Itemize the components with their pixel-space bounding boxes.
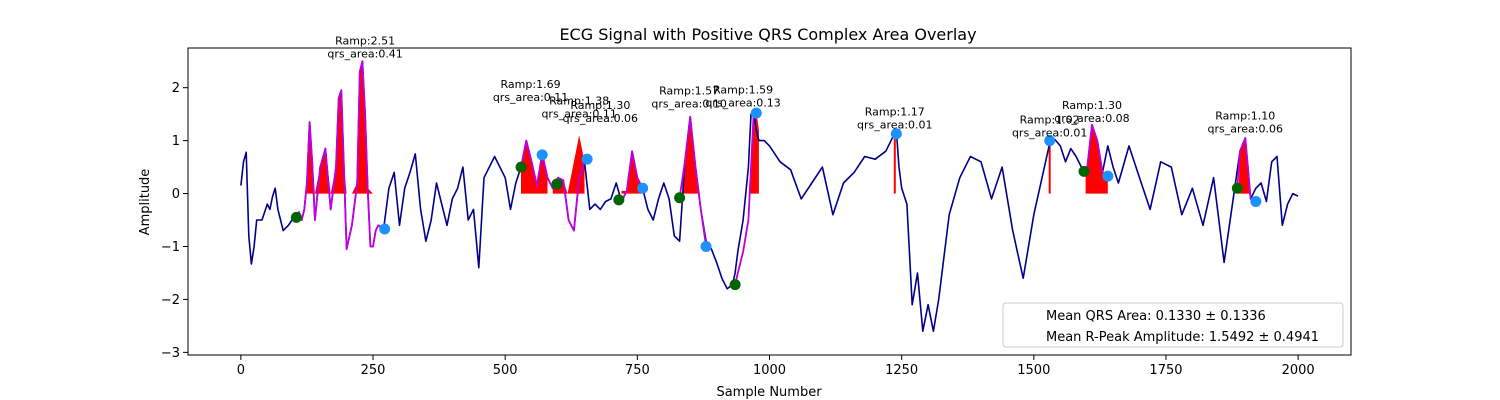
annotation-ramp-10: Ramp:1.10 (1215, 109, 1275, 122)
annotation-ramp-9: Ramp:1.30 (1062, 99, 1122, 112)
x-axis: 0 250 500 750 1000 1250 1500 1750 2000 (237, 355, 1315, 378)
qrs-onset-marker-7 (1078, 165, 1090, 177)
qrs-offset-marker-5 (700, 240, 712, 252)
y-axis-label: Amplitude (138, 169, 153, 236)
annotation-ramp-6: Ramp:1.59 (713, 83, 773, 96)
qrs-offset-marker-4 (637, 182, 649, 194)
qrs-area-fill-7 (1085, 124, 1108, 194)
annotation-ramp-3: Ramp:1.38 (549, 95, 609, 108)
qrs-segment-4 (678, 115, 707, 247)
annotation-ramp-7: Ramp:1.17 (865, 106, 925, 119)
annotation-qrs-area-8: qrs_area:0.01 (1012, 127, 1087, 140)
y-axis: −3 −2 −1 0 1 2 (161, 81, 188, 361)
plot-area: Ramp:2.51qrs_area:0.41Ramp:1.69qrs_area:… (187, 35, 1352, 356)
marker-layer (290, 107, 1262, 291)
x-tick-label-1: 250 (361, 363, 386, 378)
x-tick-label-7: 1750 (1149, 363, 1182, 378)
legend-entry-qrs-area: Mean QRS Area: 0.1330 ± 0.1336 (1046, 309, 1266, 324)
annotation-ramp-1: Ramp:2.51 (335, 35, 395, 48)
annotation-ramp-5: Ramp:1.57 (659, 84, 719, 97)
x-tick-label-2: 500 (493, 363, 518, 378)
qrs-area-fill-4 (621, 151, 643, 194)
qrs-area-fills (306, 61, 1251, 194)
annotation-qrs-area-5: qrs_area:0.10 (651, 97, 726, 110)
y-tick-label-5: 2 (172, 81, 180, 96)
annotation-ramp-2: Ramp:1.69 (501, 78, 561, 91)
spike-lines (893, 131, 1051, 194)
annotation-qrs-area-3: qrs_area:0.11 (541, 108, 616, 121)
x-tick-label-5: 1250 (885, 363, 918, 378)
y-tick-label-3: 0 (172, 187, 180, 202)
qrs-area-fill-2 (521, 140, 548, 194)
qrs-offset-marker-6 (750, 107, 762, 119)
x-axis-label: Sample Number (716, 385, 822, 400)
qrs-onset-marker-6 (729, 279, 741, 291)
qrs-area-fill-1 (306, 61, 373, 194)
qrs-area-fill-3 (552, 135, 585, 194)
legend: Mean QRS Area: 0.1330 ± 0.1336 Mean R-Pe… (1002, 302, 1344, 348)
y-tick-label-1: −2 (161, 293, 180, 308)
y-tick-label-4: 1 (172, 134, 180, 149)
legend-box (1002, 302, 1344, 348)
qrs-onset-marker-5 (674, 192, 686, 204)
qrs-segment-1 (295, 60, 385, 251)
legend-entry-r-peak-amplitude: Mean R-Peak Amplitude: 1.5492 ± 0.4941 (1046, 330, 1319, 345)
annotation-qrs-area-4: qrs_area:0.06 (563, 112, 638, 125)
qrs-onset-marker-2 (515, 161, 527, 173)
qrs-offset-marker-3 (581, 153, 593, 165)
annotation-qrs-area-10: qrs_area:0.06 (1208, 122, 1283, 135)
signal-layer (240, 60, 1299, 333)
x-tick-label-3: 750 (625, 363, 650, 378)
qrs-offset-marker-2 (536, 149, 548, 161)
x-tick-label-6: 1500 (1017, 363, 1050, 378)
qrs-offset-marker-1 (379, 223, 391, 235)
x-tick-label-4: 1000 (753, 363, 786, 378)
qrs-offset-marker-8 (1044, 135, 1056, 147)
annotation-qrs-area-1: qrs_area:0.41 (327, 48, 402, 61)
qrs-offset-marker-9 (1102, 170, 1114, 182)
annotation-ramp-4: Ramp:1.30 (570, 99, 630, 112)
y-tick-label-2: −1 (161, 240, 180, 255)
annotation-qrs-area-9: qrs_area:0.08 (1054, 112, 1129, 125)
annotation-qrs-area-2: qrs_area:0.11 (493, 91, 568, 104)
y-tick-label-0: −3 (161, 346, 180, 361)
qrs-onset-marker-1 (290, 211, 302, 223)
chart-title: ECG Signal with Positive QRS Complex Are… (559, 25, 976, 44)
x-tick-label-8: 2000 (1282, 363, 1315, 378)
x-tick-label-0: 0 (237, 363, 245, 378)
qrs-offset-marker-10 (1250, 196, 1262, 207)
annotation-qrs-area-7: qrs_area:0.01 (857, 119, 932, 132)
annotation-ramp-8: Ramp:1.02 (1020, 114, 1080, 127)
qrs-onset-marker-4 (613, 194, 625, 206)
qrs-offset-marker-7 (890, 128, 902, 140)
annotation-qrs-area-6: qrs_area:0.13 (705, 96, 780, 109)
qrs-onset-marker-3 (551, 178, 563, 190)
qrs-onset-marker-8 (1231, 182, 1243, 194)
annotation-layer: Ramp:2.51qrs_area:0.41Ramp:1.69qrs_area:… (327, 35, 1283, 140)
qrs-area-fill-8 (1238, 138, 1251, 194)
qrs-area-fill-5 (682, 116, 699, 194)
